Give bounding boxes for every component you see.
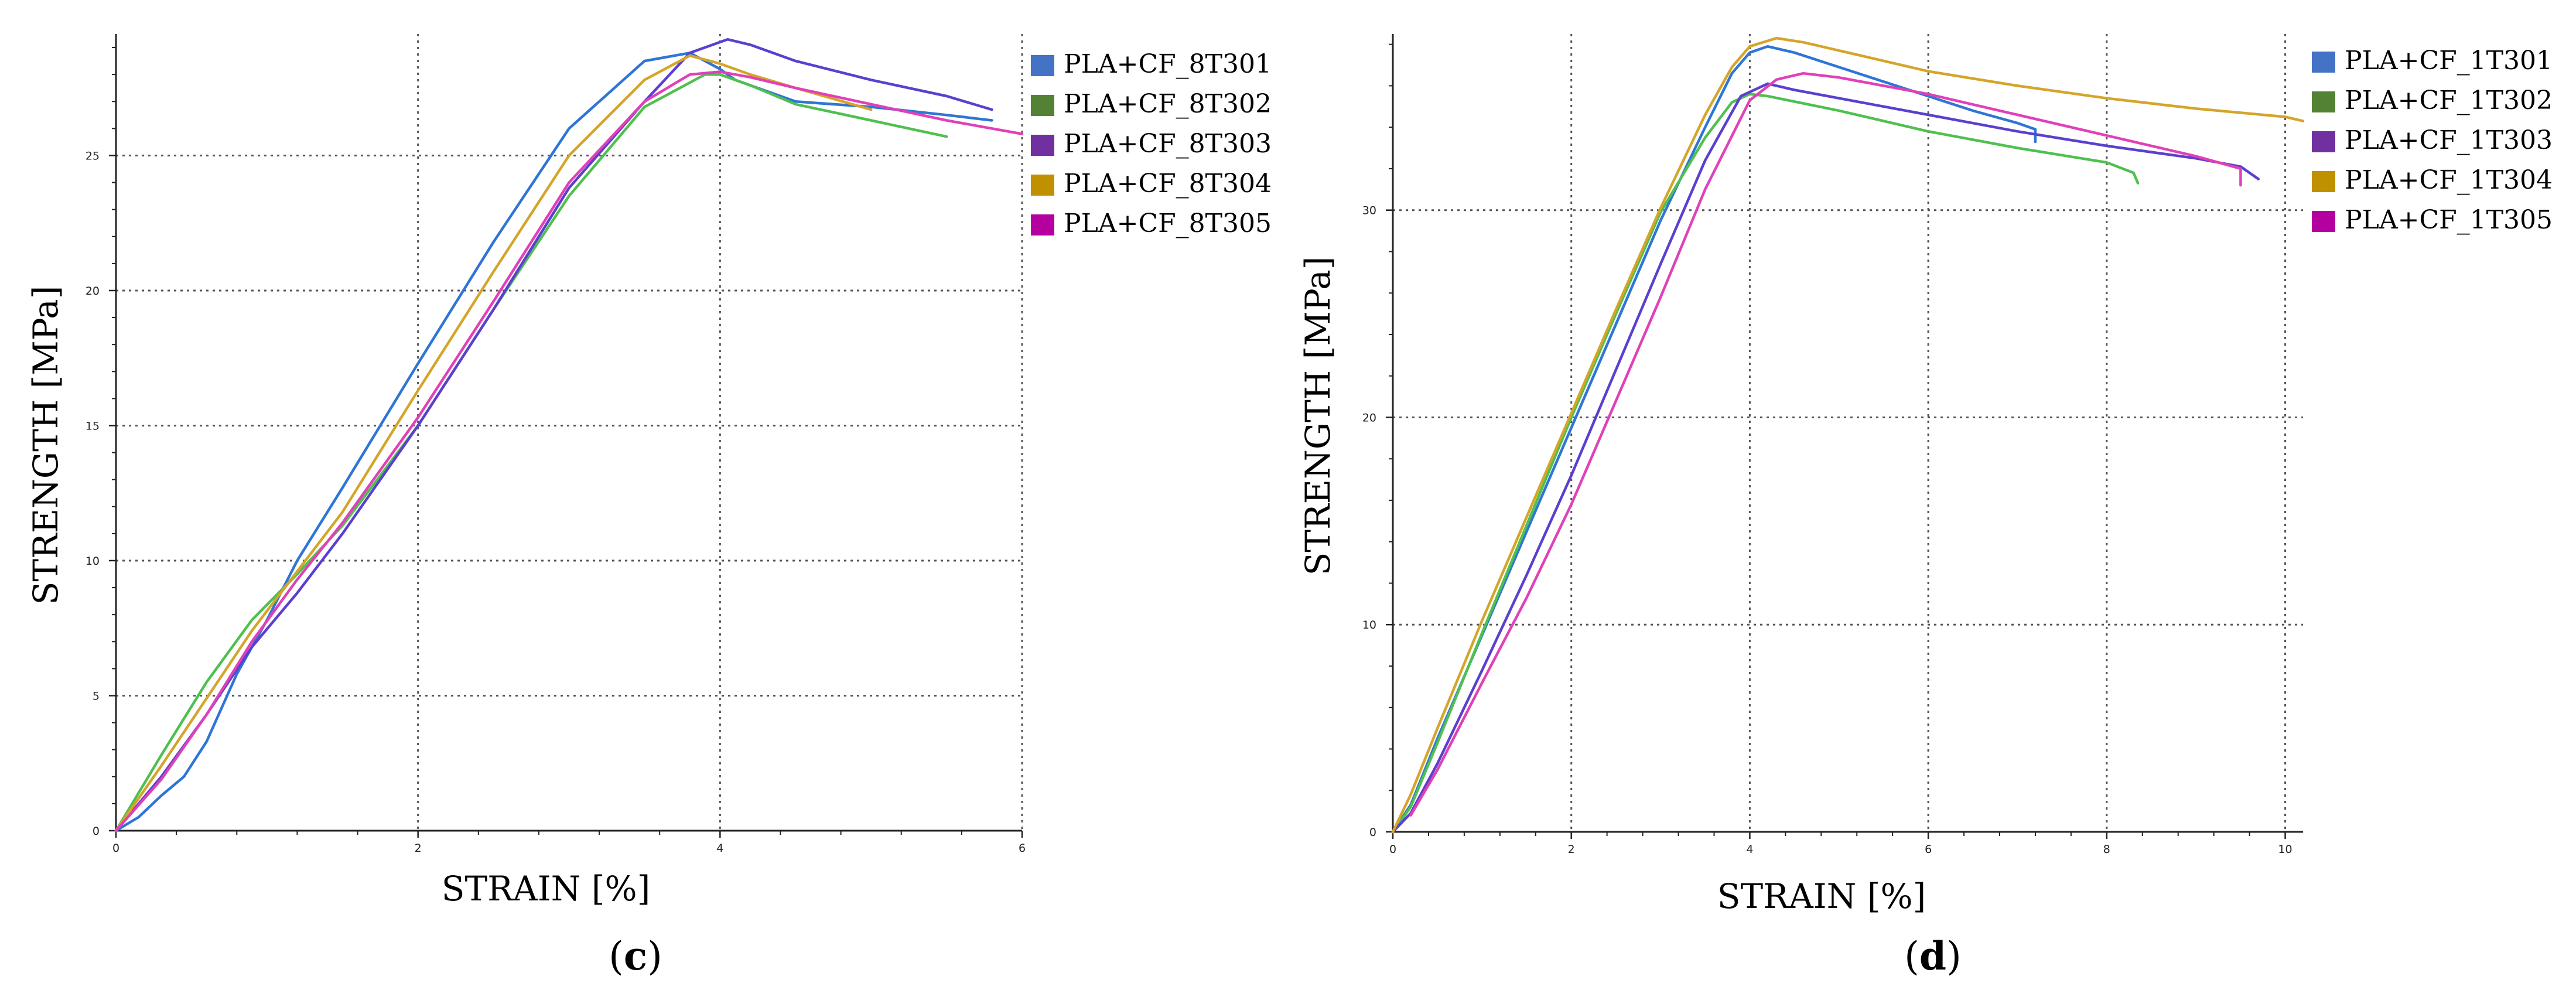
legend-label: PLA+CF_8T304 xyxy=(1064,169,1272,199)
legend-label: PLA+CF_1T301 xyxy=(2345,46,2553,76)
x-tick-label: 2 xyxy=(1568,843,1575,856)
series-line-pla-cf-1t305 xyxy=(1409,71,2242,817)
y-axis-label: STRENGTH [MPa] xyxy=(1298,257,1338,576)
panel-label-d: (d) xyxy=(1904,933,1962,979)
minor-ticks xyxy=(1386,43,2286,839)
panel-label-close-paren: ) xyxy=(647,934,662,979)
y-tick-label: 10 xyxy=(86,555,100,568)
legend-swatch xyxy=(2312,211,2335,232)
series-line-pla-cf-1t302 xyxy=(1391,93,2140,834)
legend-swatch xyxy=(2312,131,2335,152)
series-line-pla-cf-8t303 xyxy=(114,37,993,832)
legend-swatch xyxy=(2312,171,2335,192)
legend-swatch xyxy=(1031,175,1054,196)
legend-item: PLA+CF_1T304 xyxy=(2312,165,2553,195)
legend-label: PLA+CF_1T304 xyxy=(2345,165,2553,195)
legend-swatch xyxy=(1031,55,1054,76)
y-tick-label: 5 xyxy=(93,690,100,702)
legend-item: PLA+CF_8T301 xyxy=(1031,49,1272,79)
grid-lines xyxy=(1393,34,2303,832)
y-tick-label: 10 xyxy=(1362,619,1376,632)
y-tick-label: 20 xyxy=(1362,411,1376,424)
series-line-pla-cf-1t303 xyxy=(1391,82,2260,834)
legend-item: PLA+CF_8T302 xyxy=(1031,89,1272,119)
legend-item: PLA+CF_1T302 xyxy=(2312,86,2553,115)
legend-item: PLA+CF_1T303 xyxy=(2312,125,2553,155)
legend-label: PLA+CF_8T303 xyxy=(1064,129,1272,159)
legend-item: PLA+CF_8T305 xyxy=(1031,209,1272,238)
legend: PLA+CF_1T301 PLA+CF_1T302 PLA+CF_1T303 PLA+… xyxy=(2312,46,2553,235)
axes xyxy=(1392,34,2303,833)
x-tick-label: 0 xyxy=(112,842,119,855)
series-line-pla-cf-1t301 xyxy=(1391,45,2037,834)
x-tick-label: 4 xyxy=(716,842,723,855)
x-tick-label: 0 xyxy=(1389,843,1396,856)
tick-labels: 0 2 4 6 8 10 0 10 20 30 xyxy=(1362,204,2293,856)
legend-item: PLA+CF_8T303 xyxy=(1031,129,1272,159)
panel-label-c: (c) xyxy=(609,933,662,979)
x-tick-label: 10 xyxy=(2278,843,2292,856)
x-axis-label: STRAIN [%] xyxy=(442,869,650,909)
chart-panel-c: 0 2 4 6 0 5 10 15 20 25 STRAIN [%] STRENGTH [MPa]… xyxy=(26,34,1272,979)
tick-labels: 0 2 4 6 0 5 10 15 20 25 xyxy=(86,149,1026,855)
x-tick-label: 6 xyxy=(1925,843,1932,856)
x-axis-label: STRAIN [%] xyxy=(1717,876,1926,916)
y-tick-label: 20 xyxy=(86,285,100,298)
series-line-pla-cf-1t304 xyxy=(1391,36,2305,834)
x-tick-label: 4 xyxy=(1746,843,1753,856)
x-tick-label: 8 xyxy=(2103,843,2110,856)
y-tick-label: 0 xyxy=(93,825,100,838)
legend-label: PLA+CF_8T305 xyxy=(1064,209,1272,238)
minor-ticks xyxy=(109,47,1023,838)
series-lines xyxy=(1391,36,2305,834)
legend-swatch xyxy=(1031,135,1054,156)
x-tick-label: 6 xyxy=(1019,842,1026,855)
series-line-pla-cf-8t305 xyxy=(114,70,1024,832)
series-lines xyxy=(114,37,1024,832)
grid-lines xyxy=(116,34,1023,831)
y-axis-label: STRENGTH [MPa] xyxy=(26,286,66,605)
panel-label-letter: d xyxy=(1919,933,1946,979)
legend-item: PLA+CF_1T305 xyxy=(2312,205,2553,235)
series-line-pla-cf-8t304 xyxy=(114,54,873,832)
panel-label-letter: c xyxy=(624,933,647,979)
legend-label: PLA+CF_8T302 xyxy=(1064,89,1272,119)
x-tick-label: 2 xyxy=(415,842,422,855)
y-tick-label: 30 xyxy=(1362,204,1376,217)
legend-swatch xyxy=(2312,52,2335,73)
legend-item: PLA+CF_1T301 xyxy=(2312,46,2553,76)
panel-label-close-paren: ) xyxy=(1946,934,1962,979)
legend-swatch xyxy=(1031,214,1054,235)
panel-label-open-paren: ( xyxy=(609,934,624,979)
legend-label: PLA+CF_1T302 xyxy=(2345,86,2553,115)
legend-item: PLA+CF_8T304 xyxy=(1031,169,1272,199)
legend-swatch xyxy=(2312,91,2335,112)
y-tick-label: 0 xyxy=(1369,826,1376,839)
chart-panel-d: 0 2 4 6 8 10 0 10 20 30 STRAIN [%] STRENGTH [MPa]… xyxy=(1298,34,2553,979)
axes xyxy=(115,34,1022,832)
y-tick-label: 25 xyxy=(86,149,100,162)
legend: PLA+CF_8T301 PLA+CF_8T302 PLA+CF_8T303 PLA+… xyxy=(1031,49,1272,238)
legend-label: PLA+CF_1T305 xyxy=(2345,205,2553,235)
series-line-pla-cf-8t301 xyxy=(114,52,993,832)
series-line-pla-cf-8t302 xyxy=(114,73,948,832)
legend-swatch xyxy=(1031,95,1054,116)
panel-label-open-paren: ( xyxy=(1904,934,1919,979)
legend-label: PLA+CF_1T303 xyxy=(2345,125,2553,155)
y-tick-label: 15 xyxy=(86,419,100,432)
legend-label: PLA+CF_8T301 xyxy=(1064,49,1272,79)
